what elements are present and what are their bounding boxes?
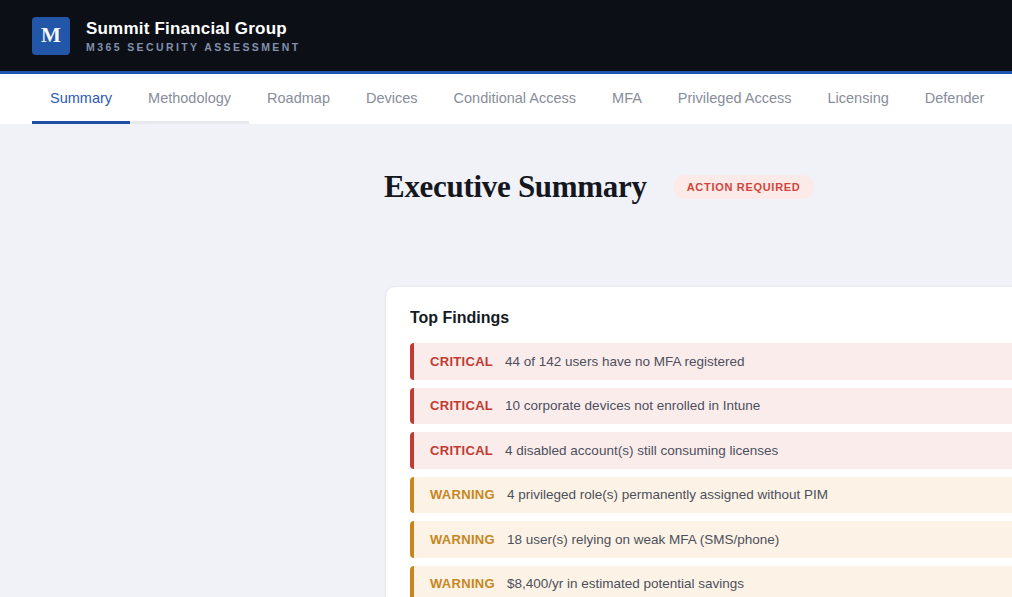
finding-row: CRITICAL 4 disabled account(s) still cons… (410, 432, 1012, 469)
finding-message: $8,400/yr in estimated potential savings (507, 576, 744, 591)
app-header: M Summit Financial Group M365 SECURITY A… (0, 0, 1012, 71)
finding-row: CRITICAL 44 of 142 users have no MFA regi… (410, 343, 1012, 380)
finding-severity-label: CRITICAL (430, 443, 493, 458)
brand-logo-letter: M (41, 23, 61, 48)
finding-row: CRITICAL 10 corporate devices not enrolle… (410, 388, 1012, 425)
top-findings-card: Top Findings CRITICAL 44 of 142 users hav… (385, 286, 1012, 597)
tab-lifecycle[interactable]: Lifecycle (1002, 74, 1012, 124)
tab-privileged-access[interactable]: Privileged Access (660, 74, 810, 124)
tab-methodology[interactable]: Methodology (130, 74, 249, 124)
tab-defender[interactable]: Defender (907, 74, 1003, 124)
tab-devices[interactable]: Devices (348, 74, 436, 124)
finding-message: 18 user(s) relying on weak MFA (SMS/phon… (507, 532, 779, 547)
finding-row: WARNING 18 user(s) relying on weak MFA (S… (410, 521, 1012, 558)
tab-mfa[interactable]: MFA (594, 74, 660, 124)
tab-conditional-access[interactable]: Conditional Access (436, 74, 595, 124)
finding-row: WARNING 4 privileged role(s) permanently … (410, 477, 1012, 514)
brand-titles: Summit Financial Group M365 SECURITY ASS… (86, 18, 301, 53)
finding-severity-label: WARNING (430, 487, 495, 502)
brand-logo: M (32, 17, 70, 55)
finding-message: 4 privileged role(s) permanently assigne… (507, 487, 828, 502)
finding-message: 4 disabled account(s) still consuming li… (505, 443, 778, 458)
heading-row: Executive Summary ACTION REQUIRED (384, 168, 1012, 206)
finding-severity-label: CRITICAL (430, 398, 493, 413)
app-subtitle: M365 SECURITY ASSESSMENT (86, 41, 301, 53)
app-window: M Summit Financial Group M365 SECURITY A… (0, 0, 1012, 597)
status-badge: ACTION REQUIRED (673, 175, 815, 199)
tab-roadmap[interactable]: Roadmap (249, 74, 348, 124)
finding-severity-label: WARNING (430, 532, 495, 547)
finding-row: WARNING $8,400/yr in estimated potential … (410, 566, 1012, 597)
findings-list: CRITICAL 44 of 142 users have no MFA regi… (410, 343, 1012, 597)
finding-message: 10 corporate devices not enrolled in Int… (505, 398, 760, 413)
finding-severity-label: CRITICAL (430, 354, 493, 369)
tab-summary[interactable]: Summary (32, 74, 130, 124)
finding-message: 44 of 142 users have no MFA registered (505, 354, 744, 369)
tab-bar: SummaryMethodologyRoadmapDevicesConditio… (0, 74, 1012, 124)
tab-licensing[interactable]: Licensing (810, 74, 907, 124)
card-title: Top Findings (410, 309, 1012, 327)
page-title: Executive Summary (384, 169, 647, 205)
page-content: Executive Summary ACTION REQUIRED Top Fi… (0, 168, 1012, 206)
finding-severity-label: WARNING (430, 576, 495, 591)
app-title: Summit Financial Group (86, 18, 301, 39)
